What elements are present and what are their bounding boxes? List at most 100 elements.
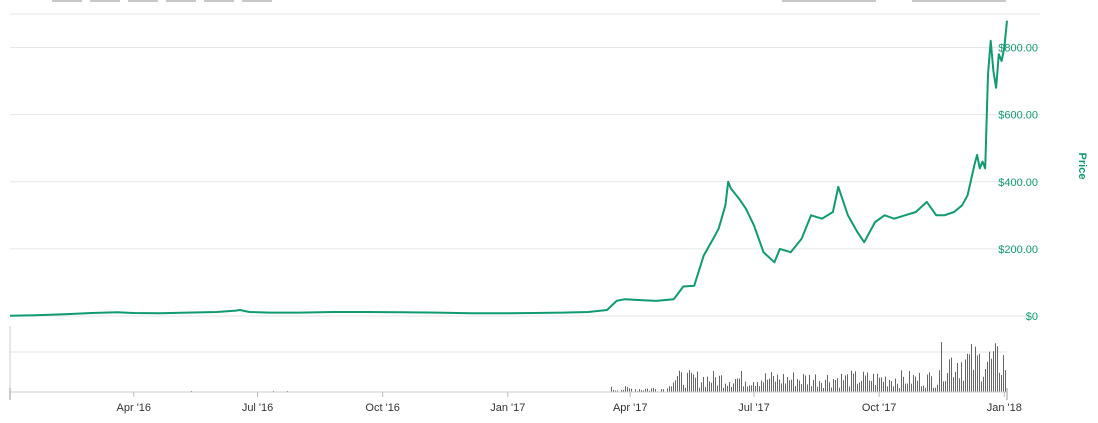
range-button[interactable] [128,0,158,2]
range-button[interactable] [90,0,120,2]
volume-bar [933,387,934,392]
volume-bar [715,377,716,392]
volume-bar [885,376,886,392]
y-tick-label: $400.00 [998,177,1038,189]
volume-bar [791,379,792,392]
volume-bar [687,372,688,392]
volume-bar [825,379,826,392]
volume-bar [757,382,758,392]
volume-bar [827,374,828,392]
volume-bar [835,380,836,392]
volume-bar [989,351,990,392]
volume-bar [697,371,698,392]
volume-bar [729,382,730,392]
price-line [9,20,1008,317]
volume-bar [839,387,840,392]
volume-bar [961,362,962,392]
date-to-input[interactable] [912,0,1006,2]
volume-bar [913,374,914,392]
volume-bar [843,380,844,392]
volume-bar [641,390,642,392]
volume-bar [811,386,812,392]
volume-bar [845,375,846,392]
volume-bars [9,326,1007,392]
volume-bar [847,374,848,392]
volume-bar [781,383,782,392]
volume-bar [677,375,678,392]
y-tick-label: $800.00 [998,43,1038,55]
volume-bar [823,387,824,392]
volume-bar [805,375,806,392]
x-tick-label: Oct '17 [862,402,897,414]
volume-bar [883,381,884,392]
volume-bar [821,382,822,392]
volume-bar [653,388,654,392]
volume-bar [857,383,858,392]
volume-bar [745,381,746,392]
volume-bar [919,372,920,392]
volume-bar [915,376,916,392]
volume-bar [699,387,700,392]
volume-bar [815,374,816,392]
volume-bar [739,378,740,392]
volume-bar [759,386,760,392]
volume-bar [649,390,650,392]
volume-bar [675,380,676,392]
volume-bar [859,382,860,392]
volume-bar [967,353,968,392]
range-button[interactable] [52,0,82,2]
volume-bar [617,390,618,392]
volume-bar [655,389,656,392]
volume-bar [979,353,980,392]
date-from-input[interactable] [782,0,876,2]
range-selector[interactable] [52,0,1006,2]
volume-bar [753,382,754,392]
volume-bar [685,387,686,392]
volume-bar [709,381,710,392]
volume-bar [981,381,982,392]
volume-bar [927,374,928,392]
x-tick-label: Apr '16 [117,402,152,414]
volume-bar [679,370,680,392]
volume-bar [661,389,662,392]
volume-bar [707,376,708,392]
volume-bar [767,379,768,392]
volume-bar [647,388,648,392]
navigator[interactable] [9,388,1008,400]
range-button[interactable] [242,0,272,2]
volume-bar [897,383,898,392]
volume-bar [615,390,616,392]
volume-bar [765,373,766,392]
volume-bar [941,342,942,392]
volume-bar [795,386,796,392]
volume-bar [807,384,808,392]
volume-bar [695,377,696,392]
volume-bar [771,371,772,392]
volume-bar [853,373,854,392]
volume-bar [867,372,868,392]
volume-bar [895,378,896,392]
volume-bar [733,383,734,392]
range-button[interactable] [204,0,234,2]
volume-bar [717,385,718,392]
volume-bar [893,386,894,392]
volume-bar [993,351,994,392]
y-axis-label: Price [1076,153,1088,180]
x-tick-label: Jul '17 [738,402,769,414]
volume-bar [875,384,876,392]
x-axis: Apr '16 Jul '16 Oct '16 Jan '17 Apr '17 Jul '… [117,392,1022,414]
y-tick-label: $600.00 [998,110,1038,122]
volume-bar [943,381,944,392]
volume-bar [921,386,922,392]
volume-bar [741,371,742,392]
x-tick-label: Oct '16 [365,402,400,414]
volume-bar [629,388,630,392]
volume-bar [831,387,832,392]
volume-bar [785,383,786,392]
volume-bar [813,379,814,392]
volume-bar [901,370,902,392]
volume-bar [667,388,668,392]
volume-bar [987,361,988,392]
range-button[interactable] [166,0,196,2]
volume-bar [725,383,726,392]
